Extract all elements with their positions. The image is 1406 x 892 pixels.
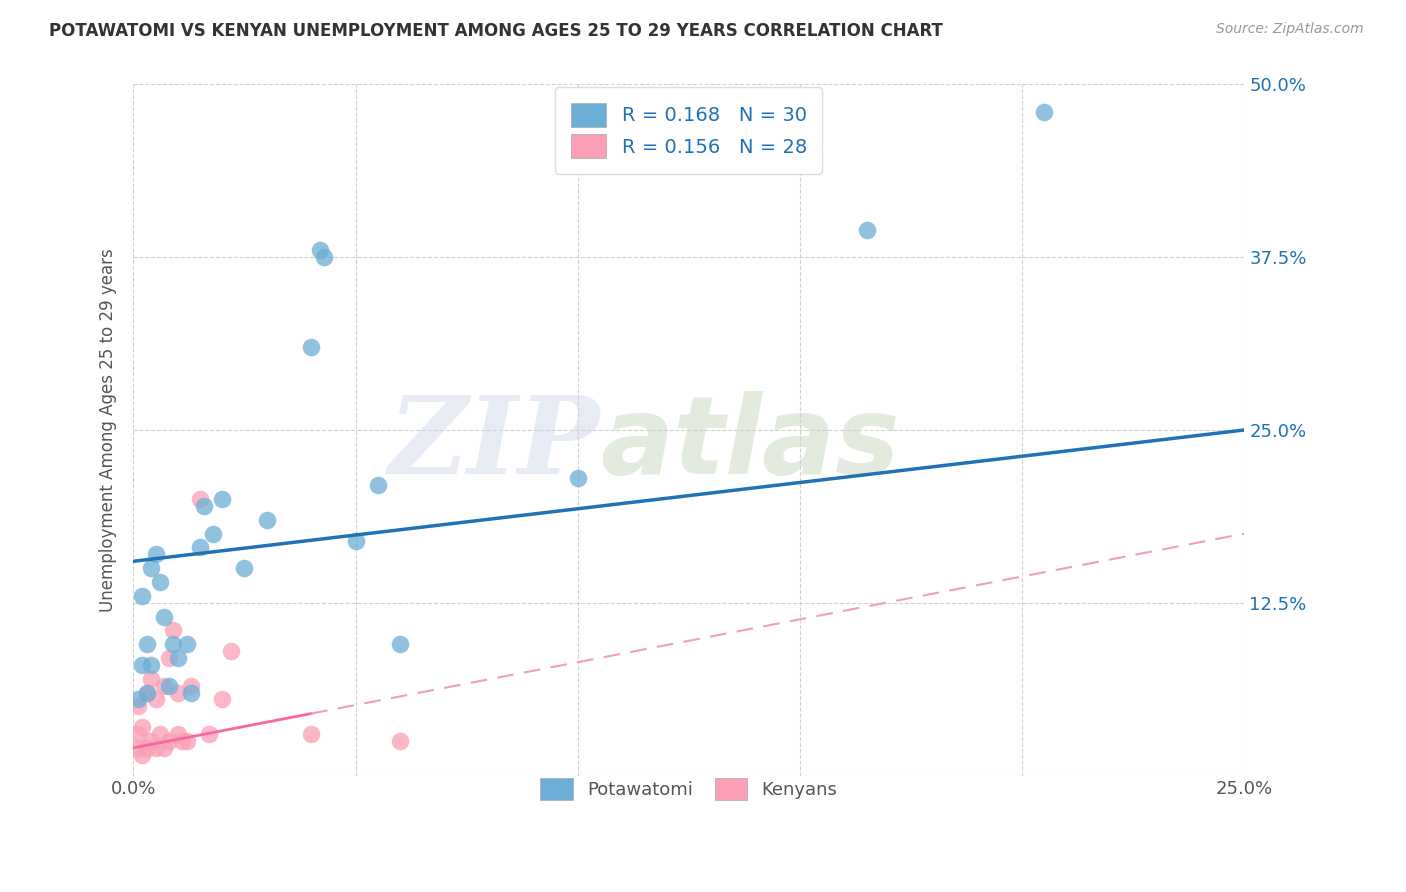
Point bbox=[153, 740, 176, 755]
Point bbox=[299, 340, 322, 354]
Point bbox=[127, 727, 149, 741]
Text: Source: ZipAtlas.com: Source: ZipAtlas.com bbox=[1216, 22, 1364, 37]
Point bbox=[145, 692, 167, 706]
Point bbox=[162, 637, 184, 651]
Point bbox=[127, 699, 149, 714]
Point bbox=[127, 692, 149, 706]
Point bbox=[202, 526, 225, 541]
Point bbox=[166, 685, 188, 699]
Point bbox=[256, 513, 278, 527]
Point bbox=[314, 250, 336, 264]
Point bbox=[139, 657, 162, 672]
Point bbox=[166, 651, 188, 665]
Point bbox=[219, 644, 242, 658]
Point bbox=[180, 685, 202, 699]
Point bbox=[388, 734, 411, 748]
Point bbox=[131, 657, 153, 672]
Point bbox=[131, 720, 153, 734]
Point bbox=[855, 222, 877, 236]
Point bbox=[135, 637, 157, 651]
Point bbox=[166, 727, 188, 741]
Point bbox=[157, 651, 180, 665]
Point bbox=[139, 561, 162, 575]
Point bbox=[188, 492, 211, 507]
Point bbox=[1033, 105, 1056, 120]
Point bbox=[131, 589, 153, 603]
Point bbox=[299, 727, 322, 741]
Point bbox=[149, 574, 172, 589]
Point bbox=[367, 478, 389, 492]
Text: atlas: atlas bbox=[600, 391, 900, 497]
Text: ZIP: ZIP bbox=[388, 391, 600, 497]
Point bbox=[567, 471, 589, 485]
Point bbox=[157, 734, 180, 748]
Point bbox=[145, 547, 167, 561]
Point bbox=[127, 740, 149, 755]
Point bbox=[180, 679, 202, 693]
Point bbox=[211, 492, 233, 507]
Y-axis label: Unemployment Among Ages 25 to 29 years: Unemployment Among Ages 25 to 29 years bbox=[100, 248, 117, 612]
Point bbox=[172, 734, 194, 748]
Point bbox=[135, 685, 157, 699]
Point bbox=[188, 541, 211, 555]
Point bbox=[145, 740, 167, 755]
Point bbox=[139, 734, 162, 748]
Point bbox=[344, 533, 367, 548]
Point bbox=[149, 727, 172, 741]
Point bbox=[309, 244, 332, 258]
Point bbox=[388, 637, 411, 651]
Point bbox=[162, 624, 184, 638]
Point bbox=[211, 692, 233, 706]
Point bbox=[135, 740, 157, 755]
Point bbox=[131, 747, 153, 762]
Point bbox=[176, 734, 198, 748]
Legend: Potawatomi, Kenyans: Potawatomi, Kenyans bbox=[526, 764, 852, 815]
Point bbox=[176, 637, 198, 651]
Point bbox=[198, 727, 221, 741]
Point bbox=[153, 609, 176, 624]
Point bbox=[233, 561, 256, 575]
Point bbox=[139, 672, 162, 686]
Point bbox=[153, 679, 176, 693]
Text: POTAWATOMI VS KENYAN UNEMPLOYMENT AMONG AGES 25 TO 29 YEARS CORRELATION CHART: POTAWATOMI VS KENYAN UNEMPLOYMENT AMONG … bbox=[49, 22, 943, 40]
Point bbox=[135, 685, 157, 699]
Point bbox=[193, 499, 215, 513]
Point bbox=[157, 679, 180, 693]
